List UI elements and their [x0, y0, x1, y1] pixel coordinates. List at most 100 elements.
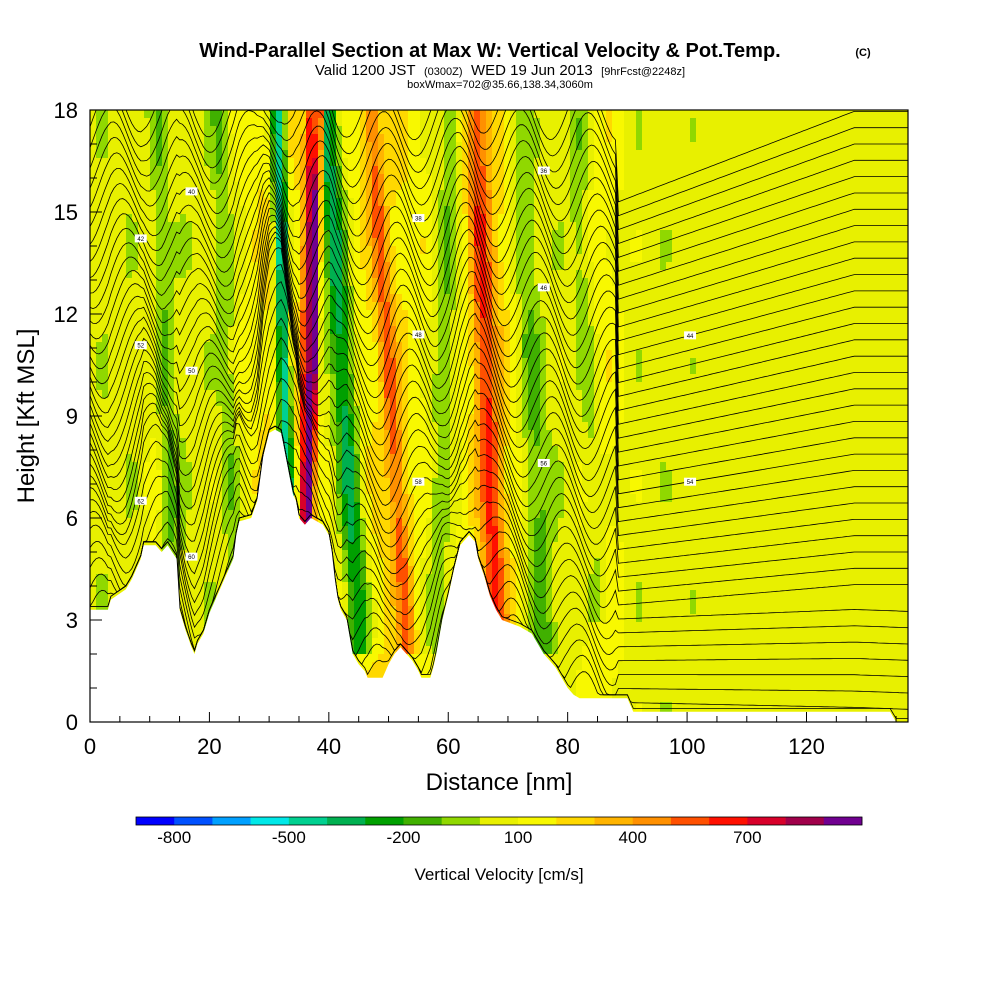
field-cell: [198, 622, 205, 631]
field-cell: [372, 206, 379, 215]
field-cell: [348, 110, 355, 119]
field-cell: [312, 430, 319, 439]
field-cell: [390, 614, 397, 623]
field-cell: [378, 318, 385, 327]
field-cell: [96, 350, 103, 359]
field-cell: [348, 270, 355, 279]
field-cell: [456, 358, 463, 367]
field-cell: [96, 438, 103, 447]
field-cell: [102, 406, 109, 415]
field-cell: [108, 350, 115, 359]
field-cell: [204, 294, 211, 303]
field-cell: [246, 478, 253, 487]
field-cell: [444, 294, 451, 303]
field-cell: [462, 366, 469, 375]
field-cell: [438, 590, 445, 599]
field-cell: [402, 430, 409, 439]
field-cell: [312, 262, 319, 271]
field-cell: [330, 190, 337, 199]
field-cell: [348, 302, 355, 311]
field-cell: [90, 574, 97, 583]
field-cell: [462, 486, 469, 495]
field-cell: [258, 206, 265, 215]
field-cell: [252, 126, 259, 135]
field-cell: [96, 398, 103, 407]
field-cell: [204, 182, 211, 191]
field-cell: [222, 254, 229, 263]
field-cell: [378, 654, 385, 663]
field-cell: [204, 518, 211, 527]
field-cell: [420, 494, 427, 503]
field-cell: [372, 278, 379, 287]
field-cell: [162, 342, 169, 351]
field-cell: [432, 398, 439, 407]
field-cell: [210, 438, 217, 447]
field-cell: [228, 518, 235, 527]
field-cell: [390, 206, 397, 215]
field-cell: [384, 550, 391, 559]
field-cell: [120, 470, 127, 479]
field-cell: [468, 270, 475, 279]
field-cell: [276, 134, 283, 143]
field-cell: [378, 478, 385, 487]
field-cell: [102, 422, 109, 431]
field-cell: [306, 286, 313, 295]
field-cell: [312, 478, 319, 487]
field-cell: [144, 486, 151, 495]
field-cell: [378, 214, 385, 223]
field-cell: [324, 246, 331, 255]
field-cell: [162, 542, 169, 551]
field-cell: [114, 150, 121, 159]
field-cell: [384, 574, 391, 583]
field-cell: [246, 462, 253, 471]
field-cell: [264, 134, 271, 143]
field-cell: [216, 414, 223, 423]
field-cell: [402, 294, 409, 303]
field-cell: [114, 582, 121, 591]
field-cell: [426, 174, 433, 183]
field-cell: [234, 318, 241, 327]
field-cell: [96, 566, 103, 575]
field-cell: [366, 550, 373, 559]
field-cell: [372, 270, 379, 279]
field-cell: [324, 430, 331, 439]
field-cell: [330, 302, 337, 311]
field-cell: [108, 390, 115, 399]
field-cell: [444, 446, 451, 455]
field-cell: [402, 278, 409, 287]
field-cell: [414, 182, 421, 191]
field-cell: [360, 630, 367, 639]
field-cell: [120, 414, 127, 423]
field-cell: [468, 470, 475, 479]
field-cell: [444, 510, 451, 519]
field-cell: [198, 414, 205, 423]
field-cell: [228, 558, 235, 567]
field-cell: [306, 150, 313, 159]
field-cell: [162, 326, 169, 335]
field-cell: [396, 614, 403, 623]
field-cell: [336, 590, 343, 599]
field-cell: [312, 438, 319, 447]
field-cell: [384, 398, 391, 407]
field-cell: [204, 350, 211, 359]
field-cell: [156, 390, 163, 399]
field-cell: [96, 126, 103, 135]
field-cell: [372, 294, 379, 303]
field-cell: [252, 182, 259, 191]
field-cell: [384, 654, 391, 663]
field-cell: [318, 342, 325, 351]
field-cell: [102, 214, 109, 223]
field-cell: [348, 590, 355, 599]
chart-subtitle: Valid 1200 JST (0300Z) WED 19 Jun 2013 […: [315, 62, 685, 79]
field-cell: [192, 166, 199, 175]
field-cell: [258, 350, 265, 359]
field-cell: [396, 590, 403, 599]
field-cell: [318, 278, 325, 287]
field-cell: [234, 286, 241, 295]
field-cell: [294, 254, 301, 263]
field-cell: [432, 582, 439, 591]
field-cell: [246, 510, 253, 519]
field-cell: [192, 382, 199, 391]
field-cell: [168, 342, 175, 351]
field-cell: [426, 534, 433, 543]
